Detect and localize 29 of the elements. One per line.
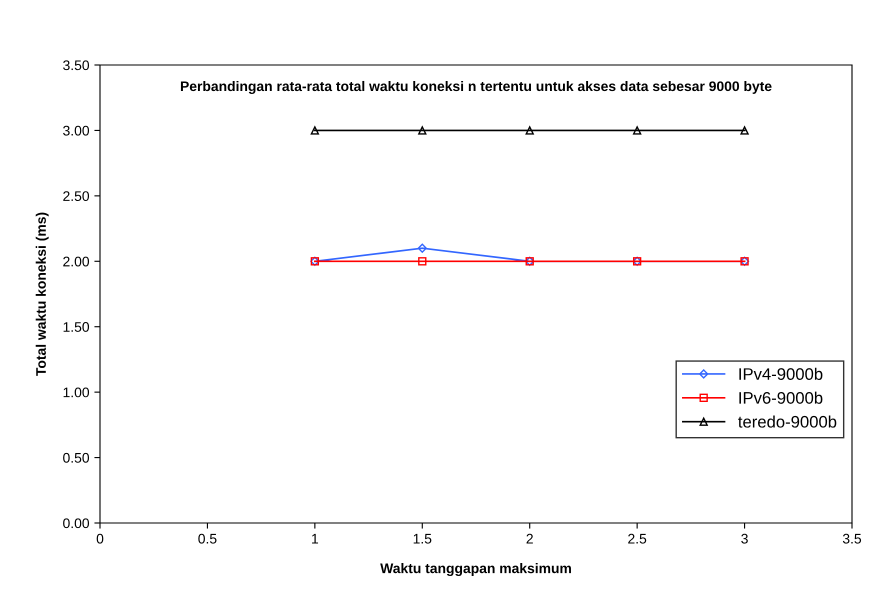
y-tick-label: 0.00 [63, 518, 90, 528]
point [310, 126, 320, 135]
y-tick-label: 3.00 [63, 126, 90, 136]
x-tick-label: 2 [526, 534, 533, 544]
x-tick-label: 0.5 [198, 534, 216, 544]
y-tick-label: 1.50 [64, 322, 90, 332]
y-tick-label: 3.50 [63, 60, 90, 70]
x-tick-label: 2.5 [628, 534, 646, 544]
x-tick-label: 1 [312, 534, 318, 544]
point [526, 126, 534, 135]
x-tick-label: 3.5 [842, 534, 862, 544]
x-axis-title: Waktu tanggapan maksimum [380, 563, 571, 576]
y-tick-label: 0.50 [63, 452, 90, 463]
y-axis-title: Total waktu koneksi (ms) [36, 212, 49, 376]
legend-label: teredo-9000b [738, 415, 836, 428]
y-tick-label: 1.00 [64, 387, 90, 398]
point [632, 126, 642, 135]
point [418, 126, 426, 135]
x-tick-label: 3 [741, 534, 748, 544]
y-tick-label: 2.50 [63, 191, 90, 202]
x-tick-label: 1.5 [414, 534, 432, 544]
legend-label: IPv6-9000b [739, 392, 822, 404]
legend-label: IPv4-9000b [739, 368, 822, 380]
text: Perbandingan rata-rata total waktu koneksi n tertentu untuk akses data sebesar 9000 byte [180, 80, 772, 94]
x-tick-label: 0 [96, 534, 104, 544]
y-tick-label: 2.00 [63, 256, 90, 266]
point [740, 126, 749, 135]
point [418, 257, 426, 266]
point [418, 244, 427, 253]
